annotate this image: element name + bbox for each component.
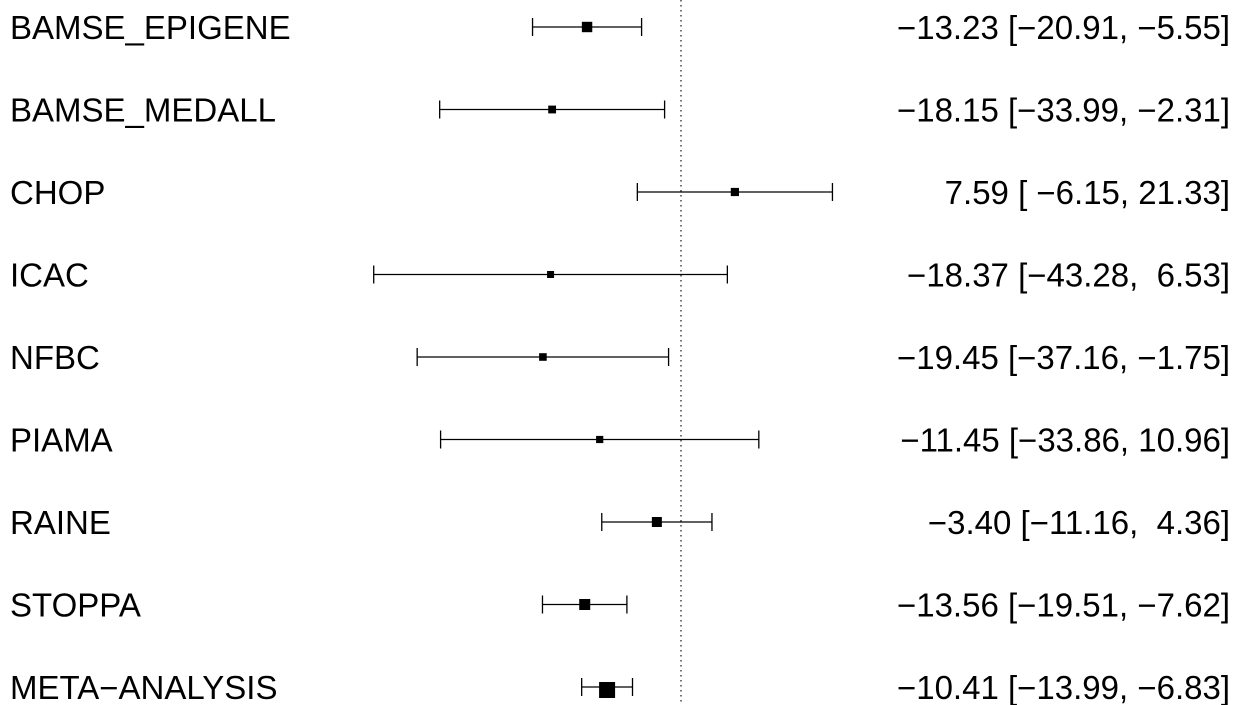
estimate-point	[596, 435, 604, 444]
ci-text: −18.15 [−33.99, −2.31]	[897, 92, 1230, 129]
study-label: META−ANALYSIS	[10, 669, 277, 705]
study-row-chop: CHOP 7.59 [ −6.15, 21.33]	[10, 174, 1230, 211]
study-label: CHOP	[10, 174, 105, 211]
ci-text: −3.40 [−11.16, 4.36]	[928, 504, 1230, 541]
study-label: BAMSE_MEDALL	[10, 92, 276, 129]
ci-text: −11.45 [−33.86, 10.96]	[900, 422, 1230, 459]
study-row-bamse-epigene: BAMSE_EPIGENE −13.23 [−20.91, −5.55]	[10, 9, 1230, 46]
estimate-point	[599, 682, 616, 698]
ci-text: −13.23 [−20.91, −5.55]	[897, 9, 1230, 46]
study-label: ICAC	[10, 257, 89, 294]
ci-text: −19.45 [−37.16, −1.75]	[897, 339, 1230, 376]
study-row-stoppa: STOPPA −13.56 [−19.51, −7.62]	[10, 587, 1230, 624]
study-row-bamse-medall: BAMSE_MEDALL −18.15 [−33.99, −2.31]	[10, 92, 1230, 129]
study-label: NFBC	[10, 339, 100, 376]
ci-text: 7.59 [ −6.15, 21.33]	[945, 174, 1230, 211]
estimate-point	[548, 105, 557, 114]
ci-text: −18.37 [−43.28, 6.53]	[907, 257, 1230, 294]
study-row-meta-analysis: META−ANALYSIS −10.41 [−13.99, −6.83]	[10, 669, 1230, 705]
study-label: RAINE	[10, 504, 111, 541]
estimate-point	[539, 353, 547, 361]
study-row-nfbc: NFBC −19.45 [−37.16, −1.75]	[10, 339, 1230, 376]
study-row-piama: PIAMA −11.45 [−33.86, 10.96]	[10, 422, 1230, 459]
ci-text: −13.56 [−19.51, −7.62]	[897, 587, 1230, 624]
study-label: STOPPA	[10, 587, 141, 624]
ci-text: −10.41 [−13.99, −6.83]	[897, 669, 1230, 705]
study-rows: BAMSE_EPIGENE −13.23 [−20.91, −5.55]BAMSE…	[10, 9, 1230, 705]
estimate-point	[581, 21, 593, 33]
study-label: BAMSE_EPIGENE	[10, 9, 291, 46]
estimate-point	[579, 599, 591, 610]
estimate-point	[651, 517, 662, 527]
estimate-point	[730, 187, 739, 197]
study-label: PIAMA	[10, 422, 113, 459]
estimate-point	[547, 271, 555, 278]
study-row-raine: RAINE −3.40 [−11.16, 4.36]	[10, 504, 1230, 541]
study-row-icac: ICAC −18.37 [−43.28, 6.53]	[10, 257, 1230, 294]
